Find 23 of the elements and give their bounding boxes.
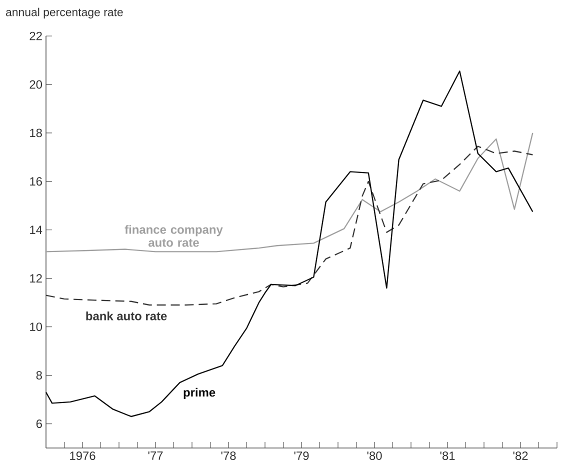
y-tick-label: 6 [36, 420, 42, 428]
x-tick-label: '81 [440, 452, 455, 460]
x-tick-label: '82 [513, 452, 528, 460]
y-tick-label: 22 [30, 32, 42, 40]
x-tick-label: '79 [294, 452, 309, 460]
y-tick-label: 12 [30, 274, 42, 283]
x-tick-label: '77 [148, 452, 163, 460]
x-tick-label: '78 [221, 452, 236, 460]
series-label: prime [184, 388, 216, 400]
x-tick-label: 1976 [70, 452, 96, 460]
y-tick-label: 8 [36, 371, 42, 380]
line-series [45, 146, 534, 306]
y-tick-label: 10 [30, 322, 42, 332]
series-label: finance company auto rate [124, 225, 223, 247]
y-tick-label: 18 [30, 128, 42, 138]
line-series [45, 70, 534, 418]
y-tick-label: 20 [30, 80, 42, 89]
y-tick-label: 14 [30, 226, 42, 234]
x-tick-label: '80 [367, 452, 382, 460]
y-axis-title: annual percentage rate [6, 8, 123, 18]
y-tick-label: 16 [30, 177, 42, 186]
series-label: bank auto rate [86, 312, 167, 320]
line-series [45, 132, 534, 252]
